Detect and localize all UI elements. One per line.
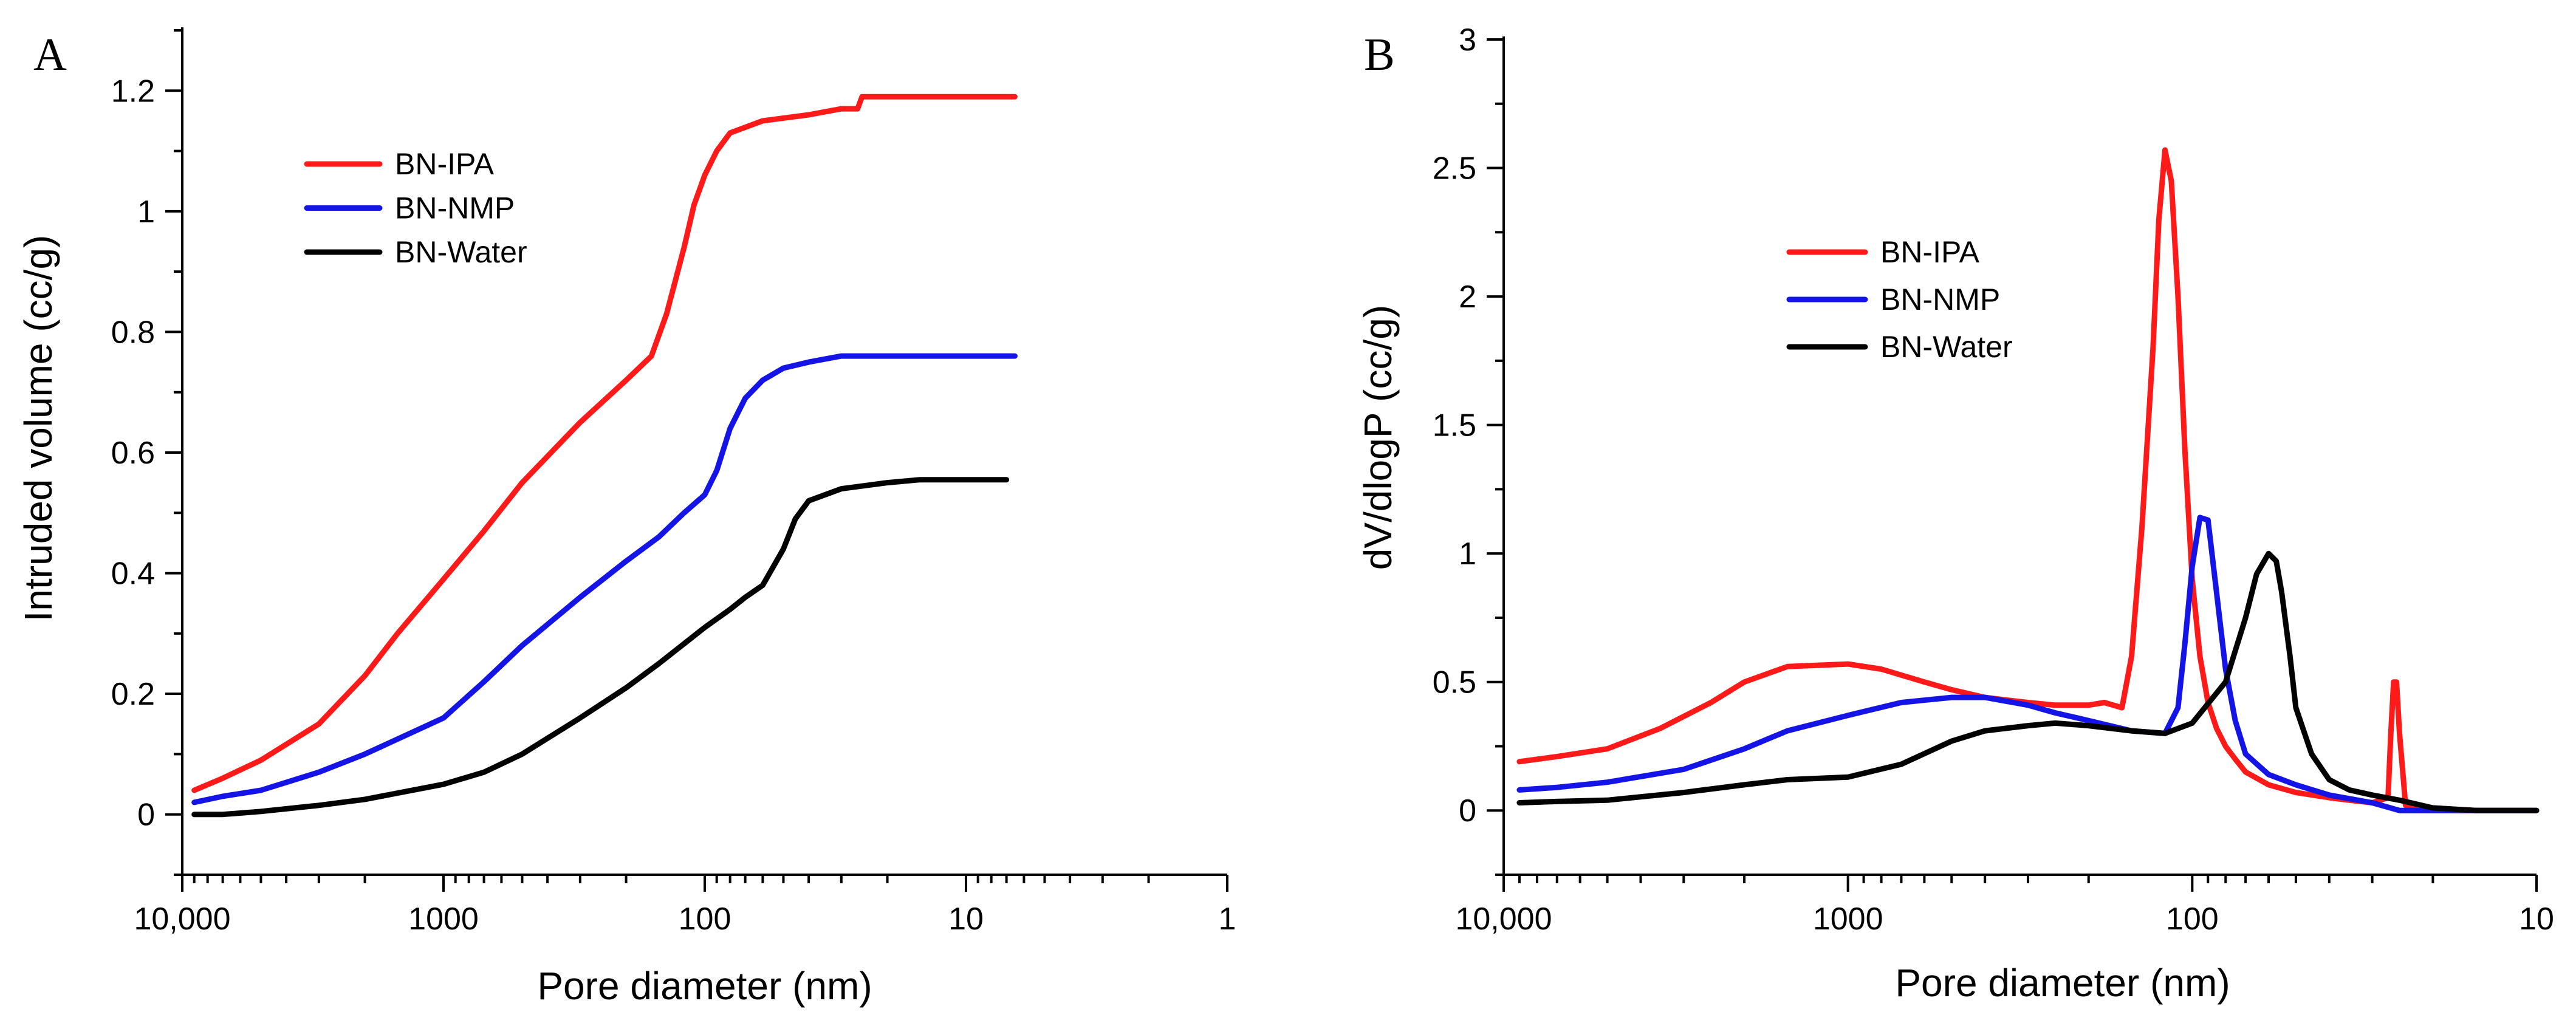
panel-b-series-bn-ipa-line [1516, 147, 2540, 813]
panel-b-axes: 10,000 1000 100 1000.511.522.53 [1433, 22, 2554, 937]
panel-b-y-axis-title: dV/dlogP (cc/g) [1356, 305, 1400, 570]
panel-a-x-axis-title: Pore diameter (nm) [537, 964, 872, 1008]
panel-a-series-bn-water-line [191, 477, 1010, 818]
panel-a-y-tick-label: 0.6 [111, 436, 155, 471]
panel-a-axes: 10,000 1000 100 10 100.20.40.60.811.2 [111, 27, 1236, 937]
panel-b-legend-label: BN-Water [1880, 330, 2013, 364]
panel-b-x-tick-label: 10 [2519, 901, 2554, 937]
panel-a-y-tick-label: 0.4 [111, 556, 155, 592]
panel-b-y-tick-label: 3 [1459, 22, 1476, 58]
panel-b-y-tick-label: 1 [1459, 536, 1476, 572]
panel-a-label: A [33, 29, 67, 80]
panel-a-legend-label: BN-Water [395, 235, 527, 269]
panel-b-legend-label: BN-IPA [1880, 235, 1980, 269]
panel-b-x-tick-label: 1000 [1813, 901, 1883, 937]
panel-a-y-tick-label: 0.8 [111, 315, 155, 350]
panel-b-legend-label: BN-NMP [1880, 282, 2000, 316]
panel-b-y-tick-label: 0 [1459, 793, 1476, 829]
panel-a-x-tick-label: 1 [1219, 901, 1236, 937]
panel-b: B Pore diameter (nm) dV/dlogP (cc/g) 10,… [1356, 22, 2554, 1005]
panel-b-x-tick-label: 100 [2166, 901, 2219, 937]
panel-a-legend: BN-IPA BN-NMP BN-Water [304, 147, 527, 269]
panel-a-series-lines [191, 94, 1018, 818]
panel-a-y-tick-label: 0 [137, 798, 155, 833]
panel-a-x-tick-label: 1000 [408, 901, 479, 937]
panel-a-y-tick-label: 1.2 [111, 74, 155, 109]
panel-a-y-tick-label: 0.2 [111, 677, 155, 712]
panel-b-y-tick-label: 0.5 [1433, 665, 1476, 700]
panel-b-x-tick-label: 10,000 [1455, 901, 1552, 937]
panel-a-y-axis-title: Intruded volume (cc/g) [16, 235, 60, 622]
panel-b-label: B [1364, 29, 1395, 80]
panel-b-y-tick-label: 1.5 [1433, 408, 1476, 443]
panel-b-series-lines [1516, 147, 2540, 813]
panel-a-x-tick-label: 10,000 [134, 901, 230, 937]
panel-a-legend-label: BN-IPA [395, 147, 495, 181]
panel-b-legend: BN-IPA BN-NMP BN-Water [1786, 235, 2013, 364]
panel-a-x-tick-label: 10 [948, 901, 984, 937]
panel-a-series-bn-nmp-line [191, 353, 1018, 805]
panel-a: A Pore diameter (nm) Intruded volume (cc… [16, 27, 1236, 1008]
panel-a-series-bn-ipa-line [191, 94, 1018, 793]
panel-b-x-axis-title: Pore diameter (nm) [1895, 961, 2230, 1005]
panel-b-y-tick-label: 2 [1459, 279, 1476, 315]
panel-b-series-bn-nmp-line [1516, 515, 2540, 813]
panel-a-x-tick-label: 100 [679, 901, 731, 937]
panel-b-series-bn-water-line [1516, 550, 2540, 813]
panel-a-legend-label: BN-NMP [395, 191, 515, 225]
panel-a-y-tick-label: 1 [137, 194, 155, 230]
panel-b-y-tick-label: 2.5 [1433, 151, 1476, 186]
